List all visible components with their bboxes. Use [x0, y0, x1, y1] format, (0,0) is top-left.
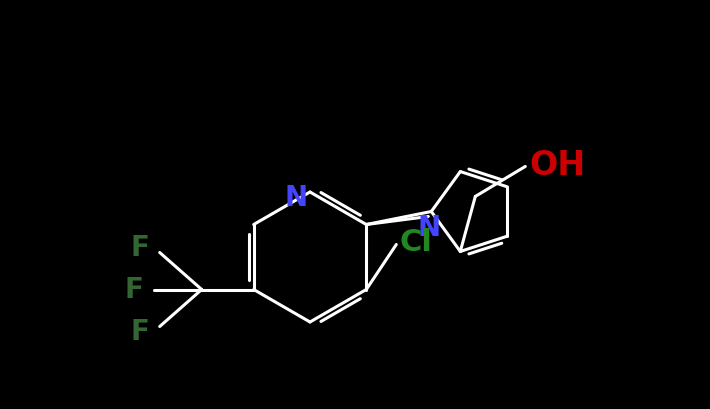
Text: F: F [125, 276, 143, 304]
Text: Cl: Cl [399, 227, 432, 256]
Text: OH: OH [530, 148, 586, 182]
Text: F: F [131, 318, 150, 346]
Text: F: F [131, 234, 150, 262]
Text: N: N [417, 214, 441, 242]
Text: N: N [285, 184, 307, 211]
